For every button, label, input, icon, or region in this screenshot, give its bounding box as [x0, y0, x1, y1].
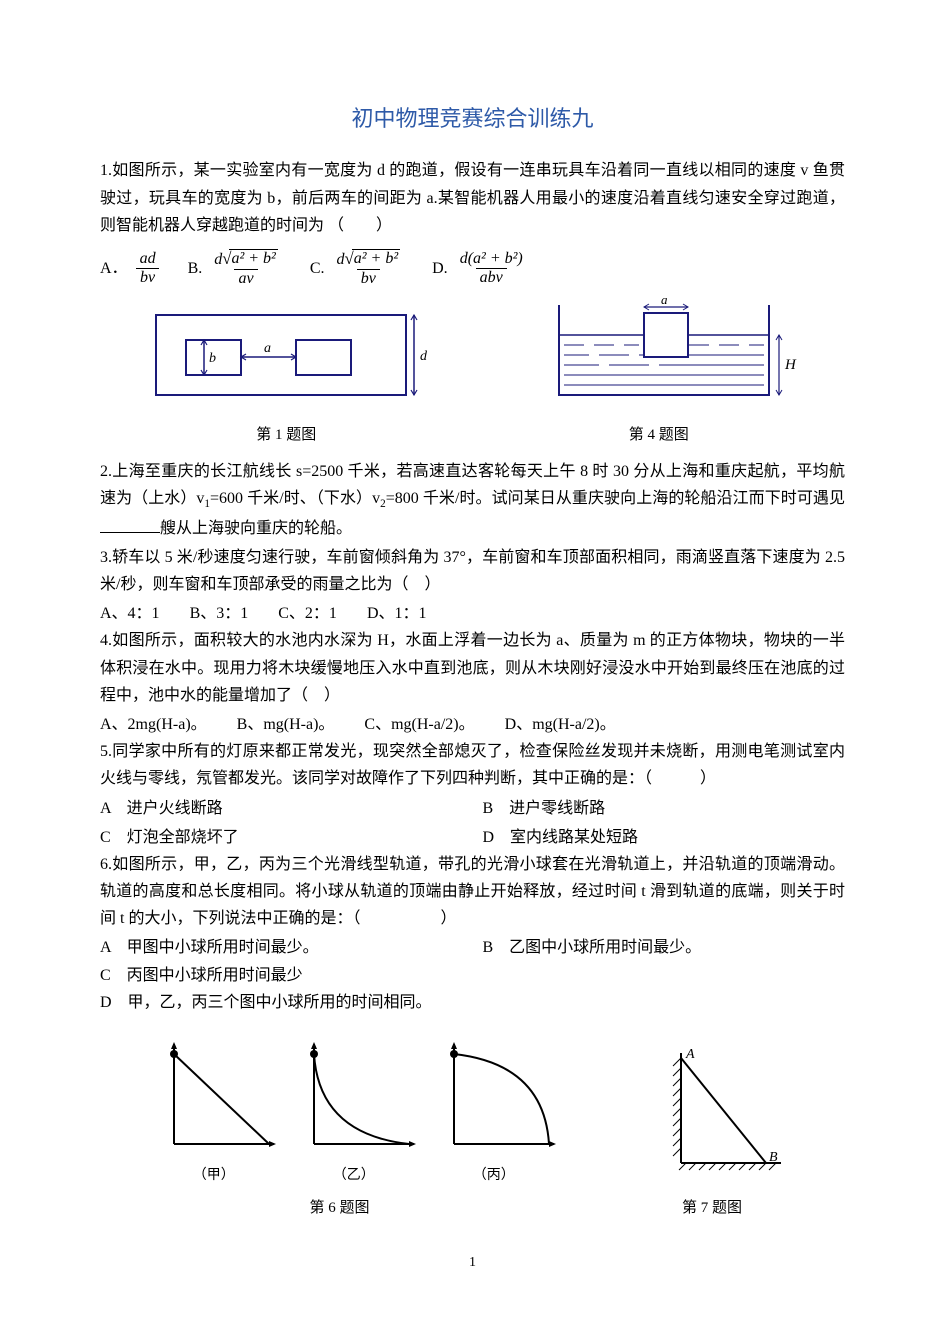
question-1: 1.如图所示，某一实验室内有一宽度为 d 的跑道，假设有一连串玩具车沿着同一直线…: [100, 157, 845, 239]
fig4-caption: 第 4 题图: [629, 423, 689, 449]
q3-opt-b: B、3：1: [190, 600, 249, 627]
question-3: 3.轿车以 5 米/秒速度匀速行驶，车前窗倾斜角为 37°，车前窗和车顶部面积相…: [100, 544, 845, 598]
figure-4: a H: [539, 295, 799, 415]
q2-blank: [100, 517, 160, 533]
fig6-caption: 第 6 题图: [100, 1196, 579, 1222]
page-number: 1: [100, 1251, 845, 1275]
q6-opt-a: A 甲图中小球所用时间最少。: [100, 934, 463, 961]
q3-opt-c: C、2：1: [278, 600, 337, 627]
q1-options: A． ad bv B. da² + b² av C. da² + b² bv D…: [100, 249, 845, 289]
q1-opt-a: A． ad bv: [100, 250, 160, 288]
question-2: 2.上海至重庆的长江航线长 s=2500 千米，若高速直达客轮每天上午 8 时 …: [100, 458, 845, 542]
page-title: 初中物理竞赛综合训练九: [100, 100, 845, 137]
q6-sublabels: （甲） （乙） （丙）: [144, 1164, 564, 1188]
question-5: 5.同学家中所有的灯原来都正常发光，现突然全部熄灭了，检查保险丝发现并未烧断，用…: [100, 738, 845, 792]
fig7-B: B: [769, 1150, 778, 1165]
q5-opt-a: A 进户火线断路: [100, 795, 463, 822]
figcaps-row-2: 第 6 题图 第 7 题图: [100, 1192, 845, 1222]
q1-opt-b: B. da² + b² av: [188, 249, 282, 289]
q4-opt-a: A、2mg(H-a)。: [100, 711, 207, 738]
q5-opt-c: C 灯泡全部烧坏了: [100, 824, 463, 851]
figure-7: A B: [651, 1043, 801, 1188]
q6-opt-c: C 丙图中小球所用时间最少: [100, 962, 845, 989]
q3-opt-a: A、4：1: [100, 600, 160, 627]
fig1-b: b: [209, 351, 216, 366]
q5-options: A 进户火线断路 B 进户零线断路 C 灯泡全部烧坏了 D 室内线路某处短路: [100, 795, 845, 851]
q6-opt-b: B 乙图中小球所用时间最少。: [483, 934, 846, 961]
q3-options: A、4：1 B、3：1 C、2：1 D、1：1: [100, 600, 845, 627]
fig7-A: A: [685, 1047, 695, 1062]
q6-options-ab: A 甲图中小球所用时间最少。 B 乙图中小球所用时间最少。: [100, 934, 845, 961]
q1-opt-c: C. da² + b² bv: [310, 249, 404, 289]
q5-opt-b: B 进户零线断路: [483, 795, 846, 822]
q4-opt-c: C、mg(H-a/2)。: [364, 711, 474, 738]
question-6: 6.如图所示，甲，乙，丙为三个光滑线型轨道，带孔的光滑小球套在光滑轨道上，并沿轨…: [100, 851, 845, 933]
fig4-a: a: [661, 295, 668, 307]
figure-6: （甲） （乙） （丙）: [144, 1034, 564, 1188]
fig1-caption: 第 1 题图: [256, 423, 316, 449]
figure-1: b a d: [146, 305, 446, 415]
q1-opt-d: D. d(a² + b²) abv: [432, 250, 527, 288]
q3-opt-d: D、1：1: [367, 600, 427, 627]
figure-row-1: b a d a: [100, 295, 845, 415]
q4-opt-d: D、mg(H-a/2)。: [505, 711, 616, 738]
figure-row-2: （甲） （乙） （丙） A: [100, 1034, 845, 1188]
q6-opt-d: D 甲，乙，丙三个图中小球所用的时间相同。: [100, 989, 845, 1016]
fig1-a: a: [264, 341, 271, 356]
question-4: 4.如图所示，面积较大的水池内水深为 H，水面上浮着一边长为 a、质量为 m 的…: [100, 627, 845, 709]
q4-options: A、2mg(H-a)。 B、mg(H-a)。 C、mg(H-a/2)。 D、mg…: [100, 711, 845, 738]
fig7-caption: 第 7 题图: [579, 1196, 845, 1222]
fig1-d: d: [420, 349, 428, 364]
q4-opt-b: B、mg(H-a)。: [237, 711, 335, 738]
fig4-H: H: [784, 357, 797, 373]
q5-opt-d: D 室内线路某处短路: [483, 824, 846, 851]
figcaps-row-1: 第 1 题图 第 4 题图: [100, 419, 845, 449]
